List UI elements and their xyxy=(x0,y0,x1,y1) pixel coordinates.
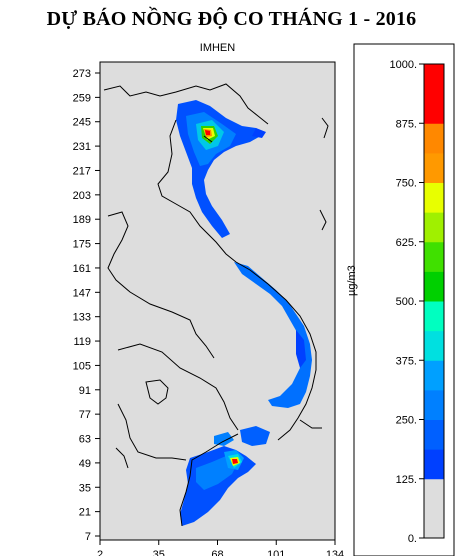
y-tick-label: 105 xyxy=(73,360,91,372)
colorbar-tick-label: 250. xyxy=(396,415,417,427)
x-tick-label: 2 xyxy=(97,549,103,556)
y-tick-label: 203 xyxy=(73,190,91,202)
heat-region-north-peak xyxy=(205,130,210,135)
colorbar-tick-label: 625. xyxy=(396,237,417,249)
y-tick-label: 273 xyxy=(73,68,91,80)
colorbar-band xyxy=(424,389,444,420)
colorbar-band xyxy=(424,212,444,243)
y-axis: 2732592452312172031891751611471331191059… xyxy=(73,68,100,543)
colorbar: 1000. 875. 750. 625. 500. 375. 250. 125. 0. xyxy=(389,59,445,545)
map-title: DỰ BÁO NỒNG ĐỘ CO THÁNG 1 - 2016 xyxy=(46,8,417,30)
y-tick-label: 21 xyxy=(79,507,91,519)
legend-frame xyxy=(353,43,455,556)
colorbar-band xyxy=(424,360,444,391)
colorbar-tick-label: 1000. xyxy=(389,59,417,71)
map-subtitle: IMHEN xyxy=(199,42,236,54)
colorbar-band xyxy=(424,182,444,213)
colorbar-tick-label: 0. xyxy=(408,533,417,545)
colorbar-band xyxy=(424,419,444,450)
heat-region-southeast xyxy=(240,426,270,446)
colorbar-tick-label: 375. xyxy=(396,355,417,367)
colorbar-band xyxy=(424,271,444,302)
y-tick-label: 231 xyxy=(73,141,91,153)
country-borders xyxy=(103,83,322,527)
y-tick-label: 175 xyxy=(73,239,91,251)
y-tick-label: 35 xyxy=(79,482,91,494)
y-tick-label: 133 xyxy=(73,312,91,324)
heat-region-south-north xyxy=(214,432,234,446)
x-tick-label: 101 xyxy=(267,549,285,556)
colorbar-band xyxy=(424,330,444,361)
colorbar-band xyxy=(424,478,444,539)
y-tick-label: 245 xyxy=(73,117,91,129)
colorbar-unit-label: µg/m3 xyxy=(346,265,358,296)
y-tick-label: 63 xyxy=(79,434,91,446)
colorbar-band xyxy=(424,64,444,124)
y-tick-label: 259 xyxy=(73,92,91,104)
y-tick-label: 119 xyxy=(73,336,91,348)
colorbar-band xyxy=(424,301,444,332)
colorbar-tick-label: 750. xyxy=(396,178,417,190)
heat-region-central xyxy=(234,262,312,408)
heat-region-hcmc-peak xyxy=(232,459,238,464)
y-tick-label: 91 xyxy=(79,385,91,397)
colorbar-band xyxy=(424,123,444,154)
heat-region-central-inner xyxy=(296,330,306,368)
x-tick-label: 134 xyxy=(326,549,344,556)
map-islands xyxy=(145,117,329,405)
y-tick-label: 7 xyxy=(85,531,91,543)
x-axis: 2 35 68 101 134 xyxy=(97,540,344,556)
y-tick-label: 77 xyxy=(79,409,91,421)
colorbar-band xyxy=(424,152,444,183)
x-tick-label: 35 xyxy=(153,549,165,556)
y-tick-label: 189 xyxy=(73,214,91,226)
y-tick-label: 49 xyxy=(79,458,91,470)
colorbar-band xyxy=(424,241,444,272)
y-tick-label: 161 xyxy=(73,263,91,275)
y-tick-label: 217 xyxy=(73,165,91,177)
colorbar-band xyxy=(424,449,444,480)
colorbar-tick-label: 875. xyxy=(396,118,417,130)
colorbar-tick-label: 125. xyxy=(396,474,417,486)
concentration-field xyxy=(103,83,329,527)
y-tick-label: 147 xyxy=(73,287,91,299)
colorbar-tick-label: 500. xyxy=(396,296,417,308)
x-tick-label: 68 xyxy=(211,549,223,556)
heat-region-quangninh xyxy=(252,128,266,138)
